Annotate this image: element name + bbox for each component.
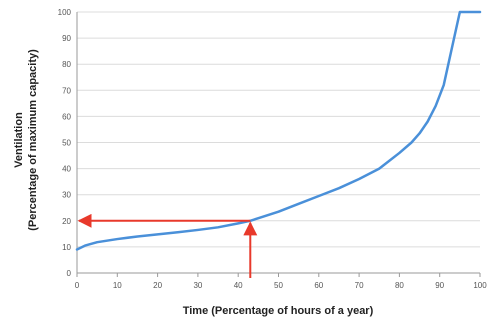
y-axis-title-line2: (Percentage of maximum capacity) bbox=[27, 49, 39, 231]
y-tick-label-60: 60 bbox=[62, 112, 71, 121]
x-tick-label-80: 80 bbox=[395, 281, 404, 290]
x-tick-label-20: 20 bbox=[153, 281, 162, 290]
y-tick-label-0: 0 bbox=[67, 269, 72, 278]
y-tick-label-50: 50 bbox=[62, 139, 71, 148]
x-axis-title: Time (Percentage of hours of a year) bbox=[183, 305, 374, 317]
x-tick-label-40: 40 bbox=[234, 281, 243, 290]
x-tick-label-10: 10 bbox=[113, 281, 122, 290]
y-tick-label-90: 90 bbox=[62, 34, 71, 43]
grid-lines bbox=[77, 11, 480, 274]
series-layer bbox=[75, 10, 482, 251]
x-tick-label-0: 0 bbox=[75, 281, 80, 290]
y-tick-label-20: 20 bbox=[62, 217, 71, 226]
axes bbox=[76, 12, 481, 277]
y-tick-label-10: 10 bbox=[62, 243, 71, 252]
y-tick-label-30: 30 bbox=[62, 191, 71, 200]
y-tick-label-100: 100 bbox=[58, 8, 72, 17]
x-tick-label-30: 30 bbox=[193, 281, 202, 290]
x-tick-label-60: 60 bbox=[314, 281, 323, 290]
x-tick-label-100: 100 bbox=[473, 281, 487, 290]
annotation-layer bbox=[77, 213, 258, 278]
tick-labels: 0 10 20 30 40 50 60 70 80 90 100 0 10 20 30 40 50 60 70 80 9… bbox=[58, 8, 488, 290]
y-tick-label-70: 70 bbox=[62, 86, 71, 95]
series-line-0 bbox=[75, 10, 482, 251]
x-tick-label-70: 70 bbox=[355, 281, 364, 290]
y-tick-label-80: 80 bbox=[62, 60, 71, 69]
y-tick-label-40: 40 bbox=[62, 165, 71, 174]
x-tick-label-50: 50 bbox=[274, 281, 283, 290]
y-axis-title-line1: Ventilation bbox=[13, 112, 25, 168]
x-tick-label-90: 90 bbox=[435, 281, 444, 290]
